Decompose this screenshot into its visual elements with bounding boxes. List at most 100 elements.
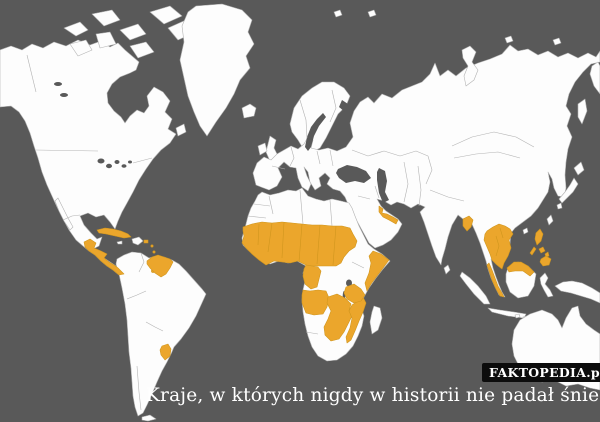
border-alaska-canada <box>26 54 37 93</box>
country-borders-layer <box>26 54 535 411</box>
region-indochina <box>483 223 514 270</box>
svalbard <box>333 9 343 18</box>
border-kazakhstan-china <box>425 155 433 185</box>
border-mongolia <box>451 131 535 148</box>
sumatra <box>459 271 491 305</box>
border-west-sahara <box>247 215 267 219</box>
region-philippines-mindanao <box>539 255 552 267</box>
lesser-sunda <box>514 313 521 319</box>
landmass-iceland <box>241 103 257 119</box>
region-zambia-zimbabwe-botswana <box>323 293 353 342</box>
japan-honshu <box>558 177 579 204</box>
region-tanzania <box>343 283 366 304</box>
arctic-island <box>91 9 121 27</box>
border-africa-north <box>299 189 304 225</box>
taiwan <box>546 214 554 226</box>
lake-great-bear <box>54 82 62 86</box>
region-qatar-uae <box>378 205 399 225</box>
border-europe <box>289 146 295 167</box>
border-kazakhstan <box>351 149 429 157</box>
border-south-america <box>126 290 147 300</box>
region-gabon-congo <box>302 264 322 290</box>
border-africa-north <box>329 199 333 227</box>
region-uruguay <box>159 343 172 361</box>
border-iran <box>403 161 409 203</box>
region-cuba <box>96 227 132 239</box>
region-antilles <box>152 250 156 254</box>
region-antilles <box>150 244 154 248</box>
border-scandinavia <box>299 99 308 139</box>
border-sahel-internal <box>316 224 321 265</box>
region-bangladesh <box>462 215 474 232</box>
border-chile-argentina <box>136 365 142 411</box>
sakhalin <box>577 98 588 125</box>
region-philippines-palawan <box>529 246 537 256</box>
border-namibia <box>305 331 319 335</box>
border-turkey-iran <box>374 185 380 199</box>
landmass-north-america <box>0 39 177 276</box>
lake-great-lakes <box>128 160 132 164</box>
border-sahel-internal <box>257 223 260 246</box>
lake-victoria <box>346 279 352 287</box>
region-central-america <box>83 238 125 276</box>
region-somalia <box>364 250 390 292</box>
landmass-greenland <box>179 3 255 137</box>
franz-josef <box>367 9 377 18</box>
landmass-madagascar <box>369 305 383 335</box>
region-mozambique <box>345 296 367 344</box>
caspian-sea <box>377 168 389 203</box>
black-sea <box>336 165 371 183</box>
border-europe <box>316 150 321 165</box>
highlighted-countries-layer <box>83 205 552 361</box>
arctic-island <box>69 39 93 57</box>
novaya-zemlya <box>461 45 479 87</box>
border-europe <box>271 165 286 170</box>
hainan <box>522 227 529 235</box>
lake-great-slave <box>60 93 68 97</box>
sri-lanka <box>443 264 451 275</box>
border-usa-canada <box>35 149 99 152</box>
border-sahel-internal <box>332 225 337 266</box>
arctic-island <box>119 23 147 41</box>
lake-great-lakes <box>97 158 105 164</box>
lake-great-lakes <box>106 163 112 169</box>
lake-great-lakes <box>121 164 127 168</box>
border-south-america <box>145 321 164 332</box>
border-indochina-internal <box>495 235 500 257</box>
border-iraq-saudi <box>357 195 371 200</box>
caption-text: Kraje, w których nigdy w historii nie pa… <box>146 385 600 406</box>
white-sea <box>339 100 348 112</box>
border-finland-russia <box>329 89 337 123</box>
region-philippines-visayas <box>538 246 546 254</box>
border-usa-mexico <box>62 214 81 221</box>
border-indochina-internal <box>499 227 504 239</box>
region-angola <box>301 289 330 316</box>
region-guyanas <box>146 254 174 278</box>
border-usa-canada-east <box>132 157 153 164</box>
border-south-america <box>138 252 145 273</box>
border-pakistan <box>417 165 422 207</box>
region-malay-peninsula <box>486 262 505 298</box>
new-siberian-islands <box>552 37 562 46</box>
japan-kyushu <box>556 202 563 210</box>
japan-hokkaido <box>573 161 585 176</box>
hispaniola <box>131 236 144 246</box>
border-himalaya <box>429 189 465 202</box>
new-guinea <box>554 280 600 304</box>
region-borneo-malaysia <box>506 261 535 277</box>
newfoundland <box>175 123 187 137</box>
border-sahel-internal <box>267 222 273 253</box>
sulawesi <box>539 272 554 298</box>
border-europe <box>329 149 334 167</box>
landmass-ireland <box>257 142 268 156</box>
border-mongolia <box>453 151 521 159</box>
lake-great-lakes <box>114 160 120 164</box>
border-africa-north <box>268 195 274 215</box>
watermark-badge: FAKTOPEDIA.pl <box>482 363 600 382</box>
tierra-del-fuego <box>141 414 157 422</box>
severnaya-zemlya <box>504 35 514 44</box>
region-philippines-luzon <box>534 228 544 246</box>
border-west-sahara <box>253 203 271 207</box>
arctic-island <box>129 41 155 59</box>
